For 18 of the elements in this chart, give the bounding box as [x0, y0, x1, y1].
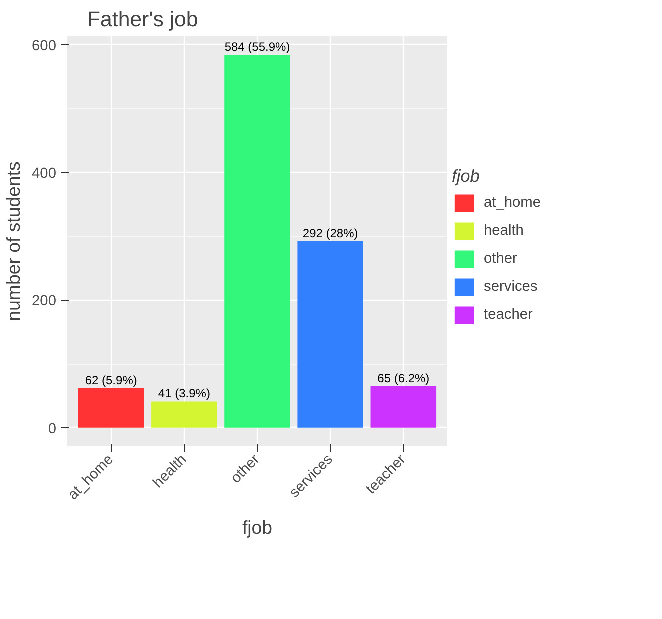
data-label: 41 (3.9%) — [158, 386, 210, 401]
legend-title: fjob — [452, 166, 481, 187]
x-axis-title: fjob — [242, 517, 273, 538]
legend-label: other — [484, 250, 518, 269]
legend-label: health — [484, 222, 524, 241]
data-label: 62 (5.9%) — [85, 373, 138, 388]
y-tick-label: 0 — [48, 421, 57, 438]
data-label: 65 (6.2%) — [378, 371, 430, 386]
chart-title: Father's job — [88, 8, 198, 32]
data-label: 584 (55.9%) — [224, 40, 290, 54]
legend-label: teacher — [484, 306, 533, 325]
y-axis-title: number of students — [3, 162, 24, 322]
data-label: 292 (28%) — [302, 226, 358, 240]
legend-label: at_home — [484, 194, 542, 213]
y-tick-label: 600 — [32, 38, 57, 54]
y-tick-label: 200 — [32, 294, 57, 310]
y-tick-label: 400 — [32, 166, 57, 182]
legend-label: services — [484, 278, 538, 297]
